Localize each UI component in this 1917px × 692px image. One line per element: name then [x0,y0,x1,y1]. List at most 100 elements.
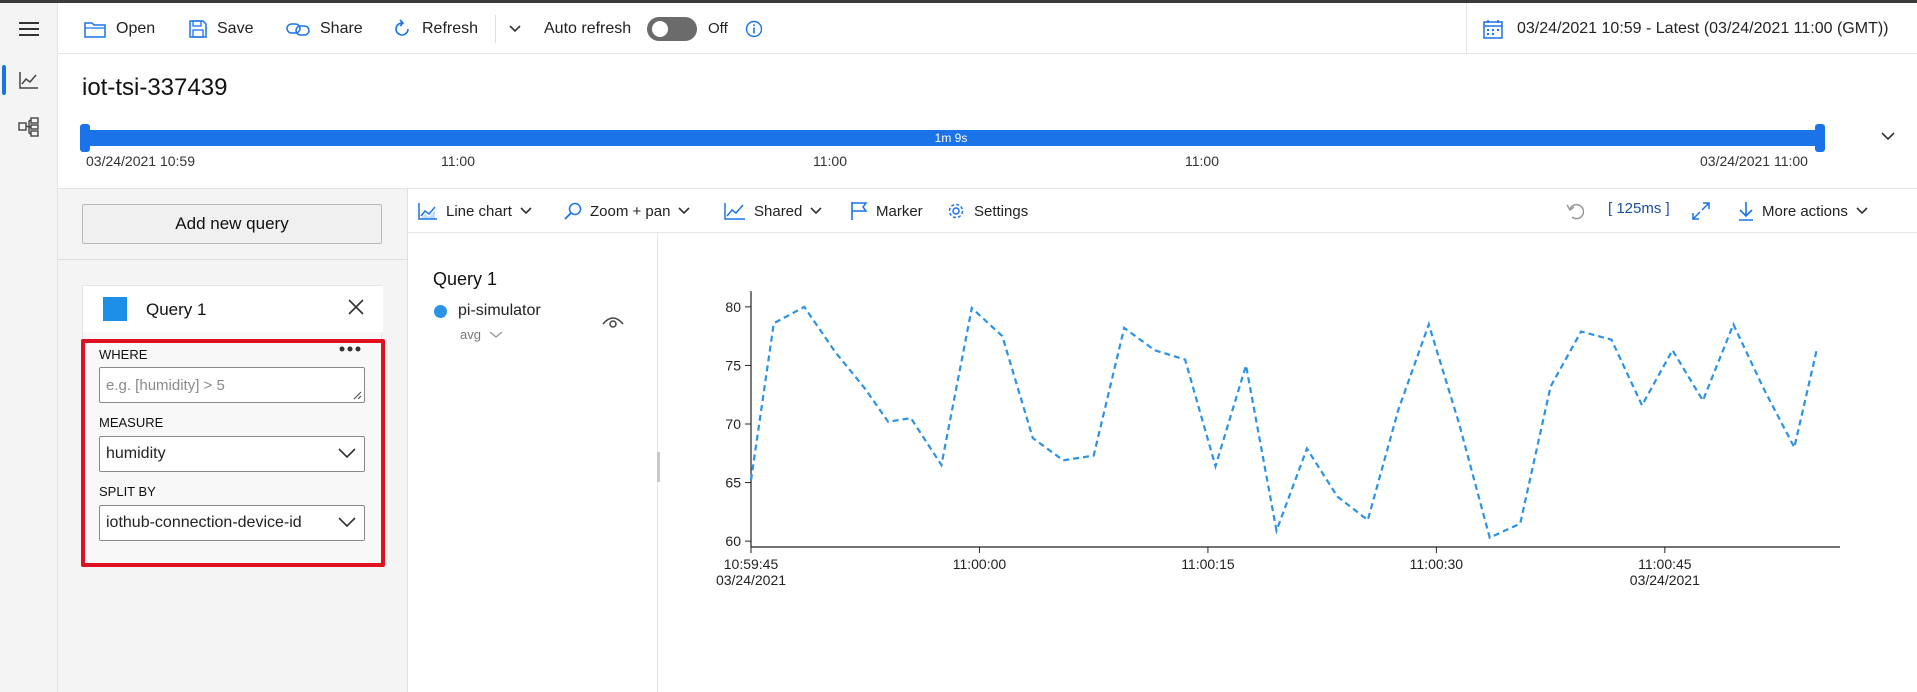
chevron-down-icon [1881,132,1895,141]
info-icon [745,20,763,37]
eye-icon [602,317,624,328]
split-by-select[interactable]: iothub-connection-device-id [99,505,365,541]
x-tick-date-label: 03/24/2021 [1630,572,1700,588]
shared-label: Shared [754,202,803,220]
where-label: WHERE [99,347,148,362]
x-tick-label: 11:00:45 [1638,556,1692,572]
marker-label: Marker [876,202,923,220]
query-panel-divider [58,259,408,260]
auto-refresh-state: Off [708,20,728,37]
where-input[interactable]: e.g. [humidity] > 5 [99,367,365,403]
legend-aggregate-label: avg [460,327,481,342]
availability-tick: 11:00 [441,153,475,169]
x-tick-date-label: 03/24/2021 [716,572,786,588]
query-timing: [ 125ms ] [1608,200,1670,217]
query-fields-highlight [81,339,385,567]
query-name: Query 1 [146,300,207,319]
x-tick-label: 11:00:15 [1181,556,1235,572]
left-rail [0,3,58,692]
series-line-pi-simulator [749,305,1819,540]
refresh-options-dropdown[interactable] [509,3,521,54]
expand-icon [1692,202,1710,220]
save-icon [189,19,207,38]
header-divider [58,188,1917,189]
toggle-switch[interactable] [647,16,697,41]
refresh-label: Refresh [422,19,479,37]
query-card-header: Query 1 [83,286,383,332]
more-dots-icon [339,346,361,352]
save-label: Save [217,19,254,37]
measure-select[interactable]: humidity [99,436,365,472]
settings-button[interactable]: Settings [946,196,1028,226]
chart-type-dropdown[interactable]: Line chart [418,196,532,226]
remove-query-button[interactable] [347,298,365,321]
share-label: Share [320,19,363,37]
availability-tick-end: 03/24/2021 11:00 [1700,153,1808,169]
more-actions-dropdown[interactable]: More actions [1738,196,1868,226]
x-tick-label: 10:59:45 [724,556,779,572]
legend-aggregate-dropdown[interactable]: avg [460,327,503,342]
chevron-down-icon [489,330,503,338]
share-button[interactable]: Share [286,3,363,54]
zoom-pan-dropdown[interactable]: Zoom + pan [564,196,691,226]
where-placeholder: e.g. [humidity] > 5 [106,376,225,394]
chart-toolbar-divider [408,232,1917,233]
refresh-icon [395,18,409,36]
shared-axis-dropdown[interactable]: Shared [724,196,822,226]
line-chart-label: Line chart [446,202,512,220]
y-tick-label: 60 [725,533,741,549]
top-toolbar: Open Save Share Refresh Auto refresh Off… [58,3,1917,54]
y-tick-label: 65 [725,475,741,491]
environment-title: iot-tsi-337439 [82,74,228,101]
chevron-down-icon [520,207,532,215]
auto-refresh-toggle[interactable] [647,3,697,54]
resize-grip-icon[interactable] [352,390,362,400]
open-button[interactable]: Open [84,3,155,54]
settings-label: Settings [974,202,1029,220]
chart-legend: Query 1 pi-simulator avg [408,233,658,692]
line-chart-icon [418,203,437,220]
chevron-down-icon [509,24,521,32]
marker-button[interactable]: Marker [850,196,923,226]
toolbar-separator [495,15,496,43]
y-tick-label: 80 [725,299,741,315]
date-range-picker[interactable]: 03/24/2021 10:59 - Latest (03/24/2021 11… [1466,3,1917,54]
measure-label: MEASURE [99,415,164,430]
calendar-icon [1483,19,1503,39]
query-more-options-button[interactable] [338,340,362,358]
refresh-button[interactable]: Refresh [392,3,478,54]
expand-chart-button[interactable] [1691,196,1711,226]
search-icon [564,202,582,220]
legend-query-title: Query 1 [433,269,498,289]
hamburger-icon [19,22,39,36]
close-icon [348,299,364,315]
rail-model-button[interactable] [0,107,58,147]
window-top-border [0,0,1917,3]
query-color-swatch[interactable] [103,297,127,321]
download-icon [1739,202,1753,221]
availability-brush[interactable]: 1m 9s [82,130,1820,146]
axis-chart-icon [724,203,745,220]
chart-icon [19,72,38,89]
auto-refresh-info-button[interactable] [745,3,763,54]
legend-resize-splitter[interactable] [657,452,660,482]
y-tick-label: 70 [725,416,741,432]
more-actions-label: More actions [1762,202,1848,220]
add-new-query-button[interactable]: Add new query [82,204,382,244]
rail-active-indicator [2,65,6,95]
y-tick-label: 75 [725,357,741,373]
undo-button[interactable] [1566,196,1584,226]
brush-start-handle[interactable] [80,124,90,152]
brush-duration-label: 1m 9s [934,131,968,145]
legend-series-name[interactable]: pi-simulator [458,302,541,319]
link-icon [286,22,310,36]
save-button[interactable]: Save [189,3,253,54]
flag-icon [851,202,868,220]
availability-collapse-button[interactable] [1881,128,1895,146]
series-visibility-button[interactable] [602,315,624,334]
rail-analyze-button[interactable] [0,60,58,100]
x-tick-label: 11:00:30 [1410,556,1464,572]
brush-end-handle[interactable] [1815,124,1825,152]
hamburger-menu-button[interactable] [0,9,58,49]
